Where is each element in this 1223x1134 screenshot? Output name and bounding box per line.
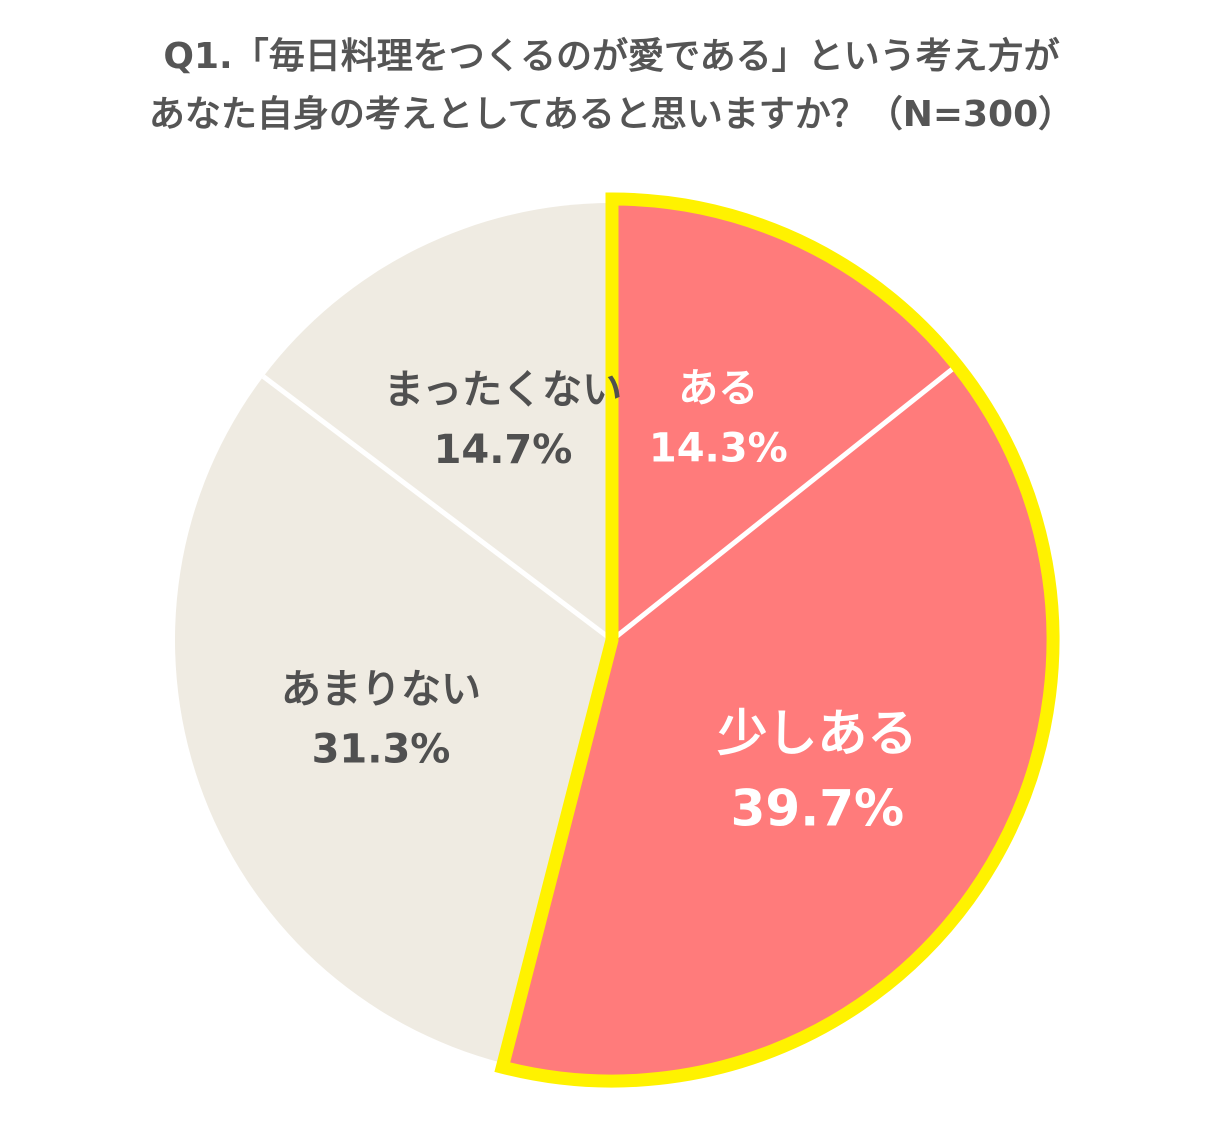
pie-slice-2 — [503, 367, 1049, 1077]
slice-label-4: まったくない — [384, 367, 622, 413]
pie-labels: ある 14.3% 少しある 39.7% あまりない 31.3% まったくない 14.7% — [281, 366, 917, 838]
slice-value-3: 31.3% — [312, 727, 451, 773]
chart-title-line-1: Q1.「毎日料理をつくるのが愛である」という考え方が — [163, 36, 1060, 77]
slice-label-2: 少しある — [717, 705, 917, 763]
slice-label-1: ある — [678, 366, 758, 412]
slice-value-2: 39.7% — [731, 780, 904, 838]
chart-title-line-2: あなた自身の考えとしてあると思いますか？（N=300） — [148, 94, 1075, 135]
pie-separator-4 — [261, 374, 614, 642]
slice-value-4: 14.7% — [434, 427, 573, 473]
pie-highlight — [494, 192, 1060, 1088]
chart-title: Q1.「毎日料理をつくるのが愛である」という考え方が あなた自身の考えとしてある… — [0, 28, 1223, 144]
pie-separator-2 — [610, 365, 956, 642]
pie-slice-3 — [175, 376, 612, 1064]
highlight-outline — [494, 192, 1060, 1088]
pie-slice-4 — [263, 203, 612, 640]
slice-value-1: 14.3% — [649, 426, 788, 472]
pie-slice-1 — [612, 203, 954, 640]
slice-label-3: あまりない — [281, 667, 481, 713]
pie-slices — [175, 203, 1049, 1077]
